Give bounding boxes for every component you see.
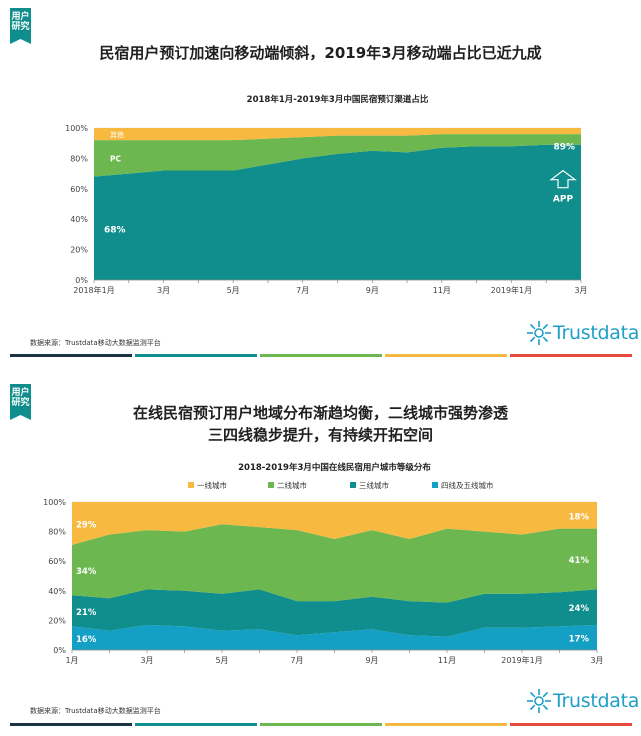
legend-label-app: APP (553, 195, 574, 205)
divider-seg (10, 723, 132, 726)
x-tick-label: 3月 (140, 656, 153, 665)
data-label-start: 16% (76, 635, 97, 645)
area-series-一线城市 (72, 502, 597, 545)
x-tick-label: 3月 (157, 286, 170, 295)
area-series-四线及五线城市 (72, 624, 597, 650)
y-tick-label: 100% (65, 124, 88, 133)
legend-marker (432, 482, 438, 488)
divider-seg (385, 354, 507, 357)
section-headline-line1: 在线民宿预订用户地域分布渐趋均衡，二线城市强势渗透 (132, 404, 508, 422)
up-arrow-icon (549, 169, 577, 189)
section-tag: 用户 研究 (10, 8, 31, 44)
trustdata-wordmark: Trustdata (553, 690, 640, 712)
y-tick-label: 0% (75, 276, 88, 285)
x-tick-label: 7月 (296, 286, 309, 295)
x-tick-label: 9月 (366, 286, 379, 295)
divider-seg (510, 723, 632, 726)
data-label-end: 41% (569, 556, 590, 566)
x-tick-label: 11月 (433, 286, 451, 295)
legend-label: 一线城市 (197, 480, 227, 490)
data-label-end: 24% (569, 604, 590, 614)
divider-seg (510, 354, 632, 357)
x-tick-label: 2018年1月 (73, 285, 114, 295)
divider-seg (385, 723, 507, 726)
data-label-end: 89% (553, 142, 575, 152)
area-series-APP (94, 144, 581, 280)
data-source: 数据来源：Trustdata移动大数据监测平台 (30, 339, 161, 347)
y-tick-label: 60% (70, 185, 88, 194)
y-tick-label: 20% (70, 246, 88, 255)
y-tick-label: 100% (43, 498, 66, 507)
panel-city-tier: 用户 研究 在线民宿预订用户地域分布渐趋均衡，二线城市强势渗透 三四线稳步提升，… (0, 374, 641, 736)
trustdata-logo: Trustdata (526, 320, 639, 346)
area-series-PC (94, 134, 581, 177)
area-series-其他 (94, 128, 581, 141)
y-tick-label: 40% (48, 587, 66, 596)
trustdata-wordmark: Trustdata (553, 322, 640, 344)
trustdata-logo-icon (527, 321, 551, 345)
data-source: 数据来源：Trustdata移动大数据监测平台 (30, 707, 161, 715)
divider-seg (10, 354, 132, 357)
area-series-二线城市 (72, 524, 597, 603)
x-tick-label: 3月 (590, 656, 603, 665)
chart-title: 2018年1月-2019年3月中国民宿预订渠道占比 (247, 94, 429, 105)
x-tick-label: 9月 (365, 656, 378, 665)
y-tick-label: 0% (53, 646, 66, 655)
x-tick-label: 1月 (65, 656, 78, 665)
legend-label: 四线及五线城市 (441, 480, 494, 490)
data-label-end: 17% (569, 634, 590, 644)
data-label-start: 68% (104, 225, 126, 235)
divider-seg (135, 354, 257, 357)
chart-channel-share: 2018年1月-2019年3月中国民宿预订渠道占比 0% 20% 40% 60% 80% 1… (65, 94, 587, 295)
section-headline-line2: 三四线稳步提升，有持续开拓空间 (207, 426, 433, 444)
x-tick-label: 2019年1月 (491, 285, 532, 295)
x-tick-label: 11月 (438, 656, 456, 665)
data-label-start: 29% (76, 520, 97, 530)
divider-seg (260, 723, 382, 726)
y-tick-label: 20% (48, 616, 66, 625)
y-tick-label: 60% (48, 557, 66, 566)
section-headline: 民宿用户预订加速向移动端倾斜，2019年3月移动端占比已近九成 (99, 44, 542, 62)
panel-channel-share: 用户 研究 民宿用户预订加速向移动端倾斜，2019年3月移动端占比已近九成 20… (0, 0, 641, 366)
x-tick-label: 2019年1月 (501, 655, 542, 665)
legend-label: 三线城市 (359, 480, 389, 490)
legend-marker (188, 482, 194, 488)
x-tick-label: 5月 (227, 286, 240, 295)
legend-label-pc: PC (110, 154, 121, 163)
data-label-start: 34% (76, 567, 97, 577)
area-series-三线城市 (72, 589, 597, 637)
y-tick-label: 40% (70, 215, 88, 224)
legend-marker (268, 482, 274, 488)
section-tag: 用户 研究 (10, 384, 31, 420)
legend-label: 二线城市 (277, 480, 307, 490)
x-tick-label: 5月 (215, 656, 228, 665)
data-label-start: 21% (76, 608, 97, 618)
trustdata-logo-icon (527, 689, 551, 713)
y-tick-label: 80% (70, 154, 88, 163)
y-tick-label: 80% (48, 528, 66, 537)
legend-marker (350, 482, 356, 488)
chart-title: 2018-2019年3月中国在线民宿用户城市等级分布 (238, 462, 431, 473)
data-label-end: 18% (569, 512, 590, 522)
trustdata-logo: Trustdata (526, 688, 639, 714)
x-tick-label: 7月 (290, 656, 303, 665)
chart-city-tier: 2018-2019年3月中国在线民宿用户城市等级分布 0% 20% 40% 60% 80%… (43, 462, 603, 665)
divider-seg (260, 354, 382, 357)
legend-label-other: 其他 (110, 130, 124, 139)
x-tick-label: 3月 (574, 286, 587, 295)
divider-seg (135, 723, 257, 726)
